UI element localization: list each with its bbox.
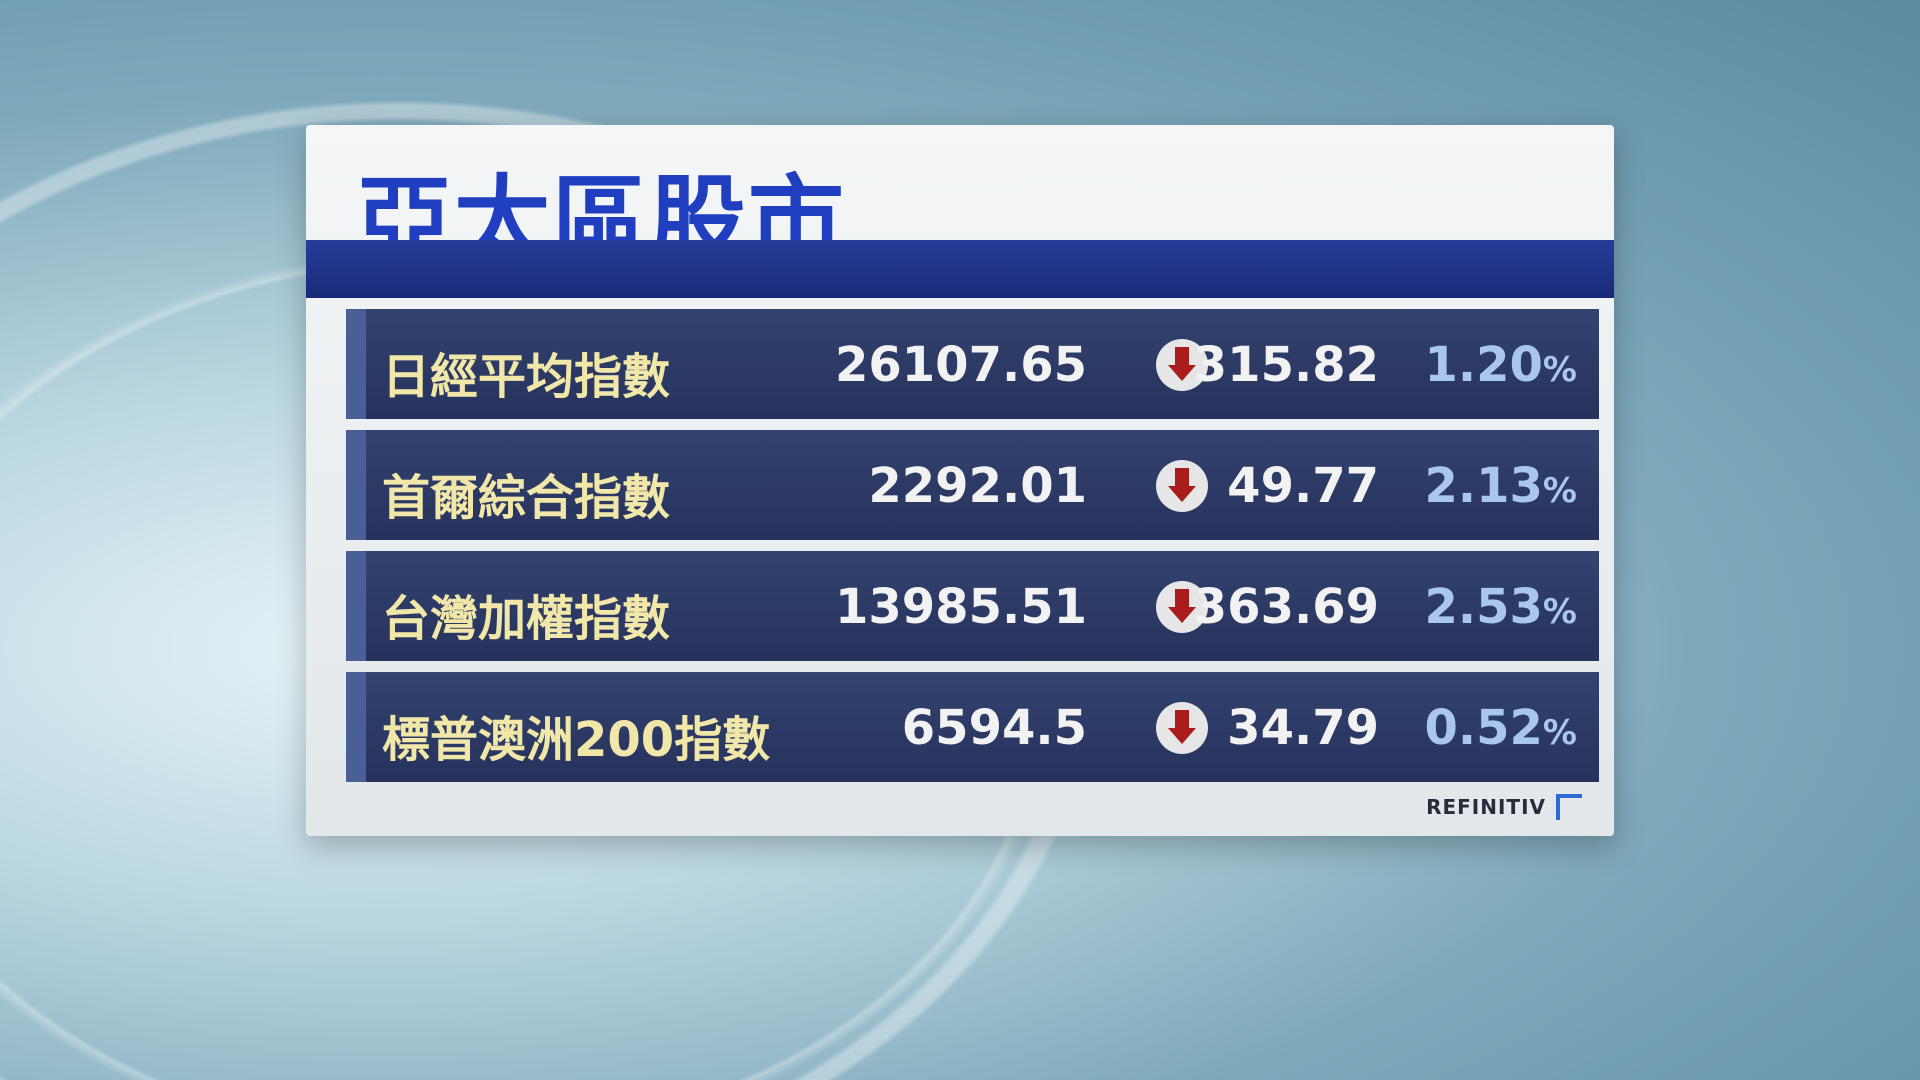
- index-percent: 2.13%: [1424, 458, 1577, 514]
- index-percent: 1.20%: [1424, 337, 1577, 393]
- down-arrow-icon: [1156, 339, 1208, 391]
- title-band: [306, 240, 1614, 298]
- index-value: 13985.51: [834, 579, 1087, 635]
- index-name: 台灣加權指數: [382, 591, 671, 647]
- down-arrow-icon: [1156, 702, 1208, 754]
- table-row: 台灣加權指數 13985.51 363.69 2.53%: [346, 551, 1599, 661]
- table-row: 標普澳洲200指數 6594.5 34.79 0.52%: [346, 672, 1599, 782]
- index-name: 標普澳洲200指數: [382, 712, 771, 768]
- index-change: 49.77: [1227, 458, 1379, 514]
- source-brand: REFINITIV: [1426, 794, 1582, 820]
- index-name: 首爾綜合指數: [382, 470, 671, 526]
- index-change: 34.79: [1227, 700, 1379, 756]
- down-arrow-icon: [1156, 581, 1208, 633]
- index-value: 6594.5: [901, 700, 1087, 756]
- table-row: 首爾綜合指數 2292.01 49.77 2.13%: [346, 430, 1599, 540]
- index-change: 315.82: [1193, 337, 1379, 393]
- table-row: 日經平均指數 26107.65 315.82 1.20%: [346, 309, 1599, 419]
- index-percent: 2.53%: [1424, 579, 1577, 635]
- index-change: 363.69: [1193, 579, 1379, 635]
- source-label: REFINITIV: [1426, 795, 1546, 819]
- index-value: 2292.01: [868, 458, 1087, 514]
- market-panel: 亞太區股市 日經平均指數 26107.65 315.82 1.20% 首爾綜合指…: [306, 125, 1614, 836]
- index-percent: 0.52%: [1424, 700, 1577, 756]
- down-arrow-icon: [1156, 460, 1208, 512]
- refinitiv-logo-icon: [1556, 794, 1582, 820]
- index-name: 日經平均指數: [382, 349, 671, 405]
- index-value: 26107.65: [834, 337, 1087, 393]
